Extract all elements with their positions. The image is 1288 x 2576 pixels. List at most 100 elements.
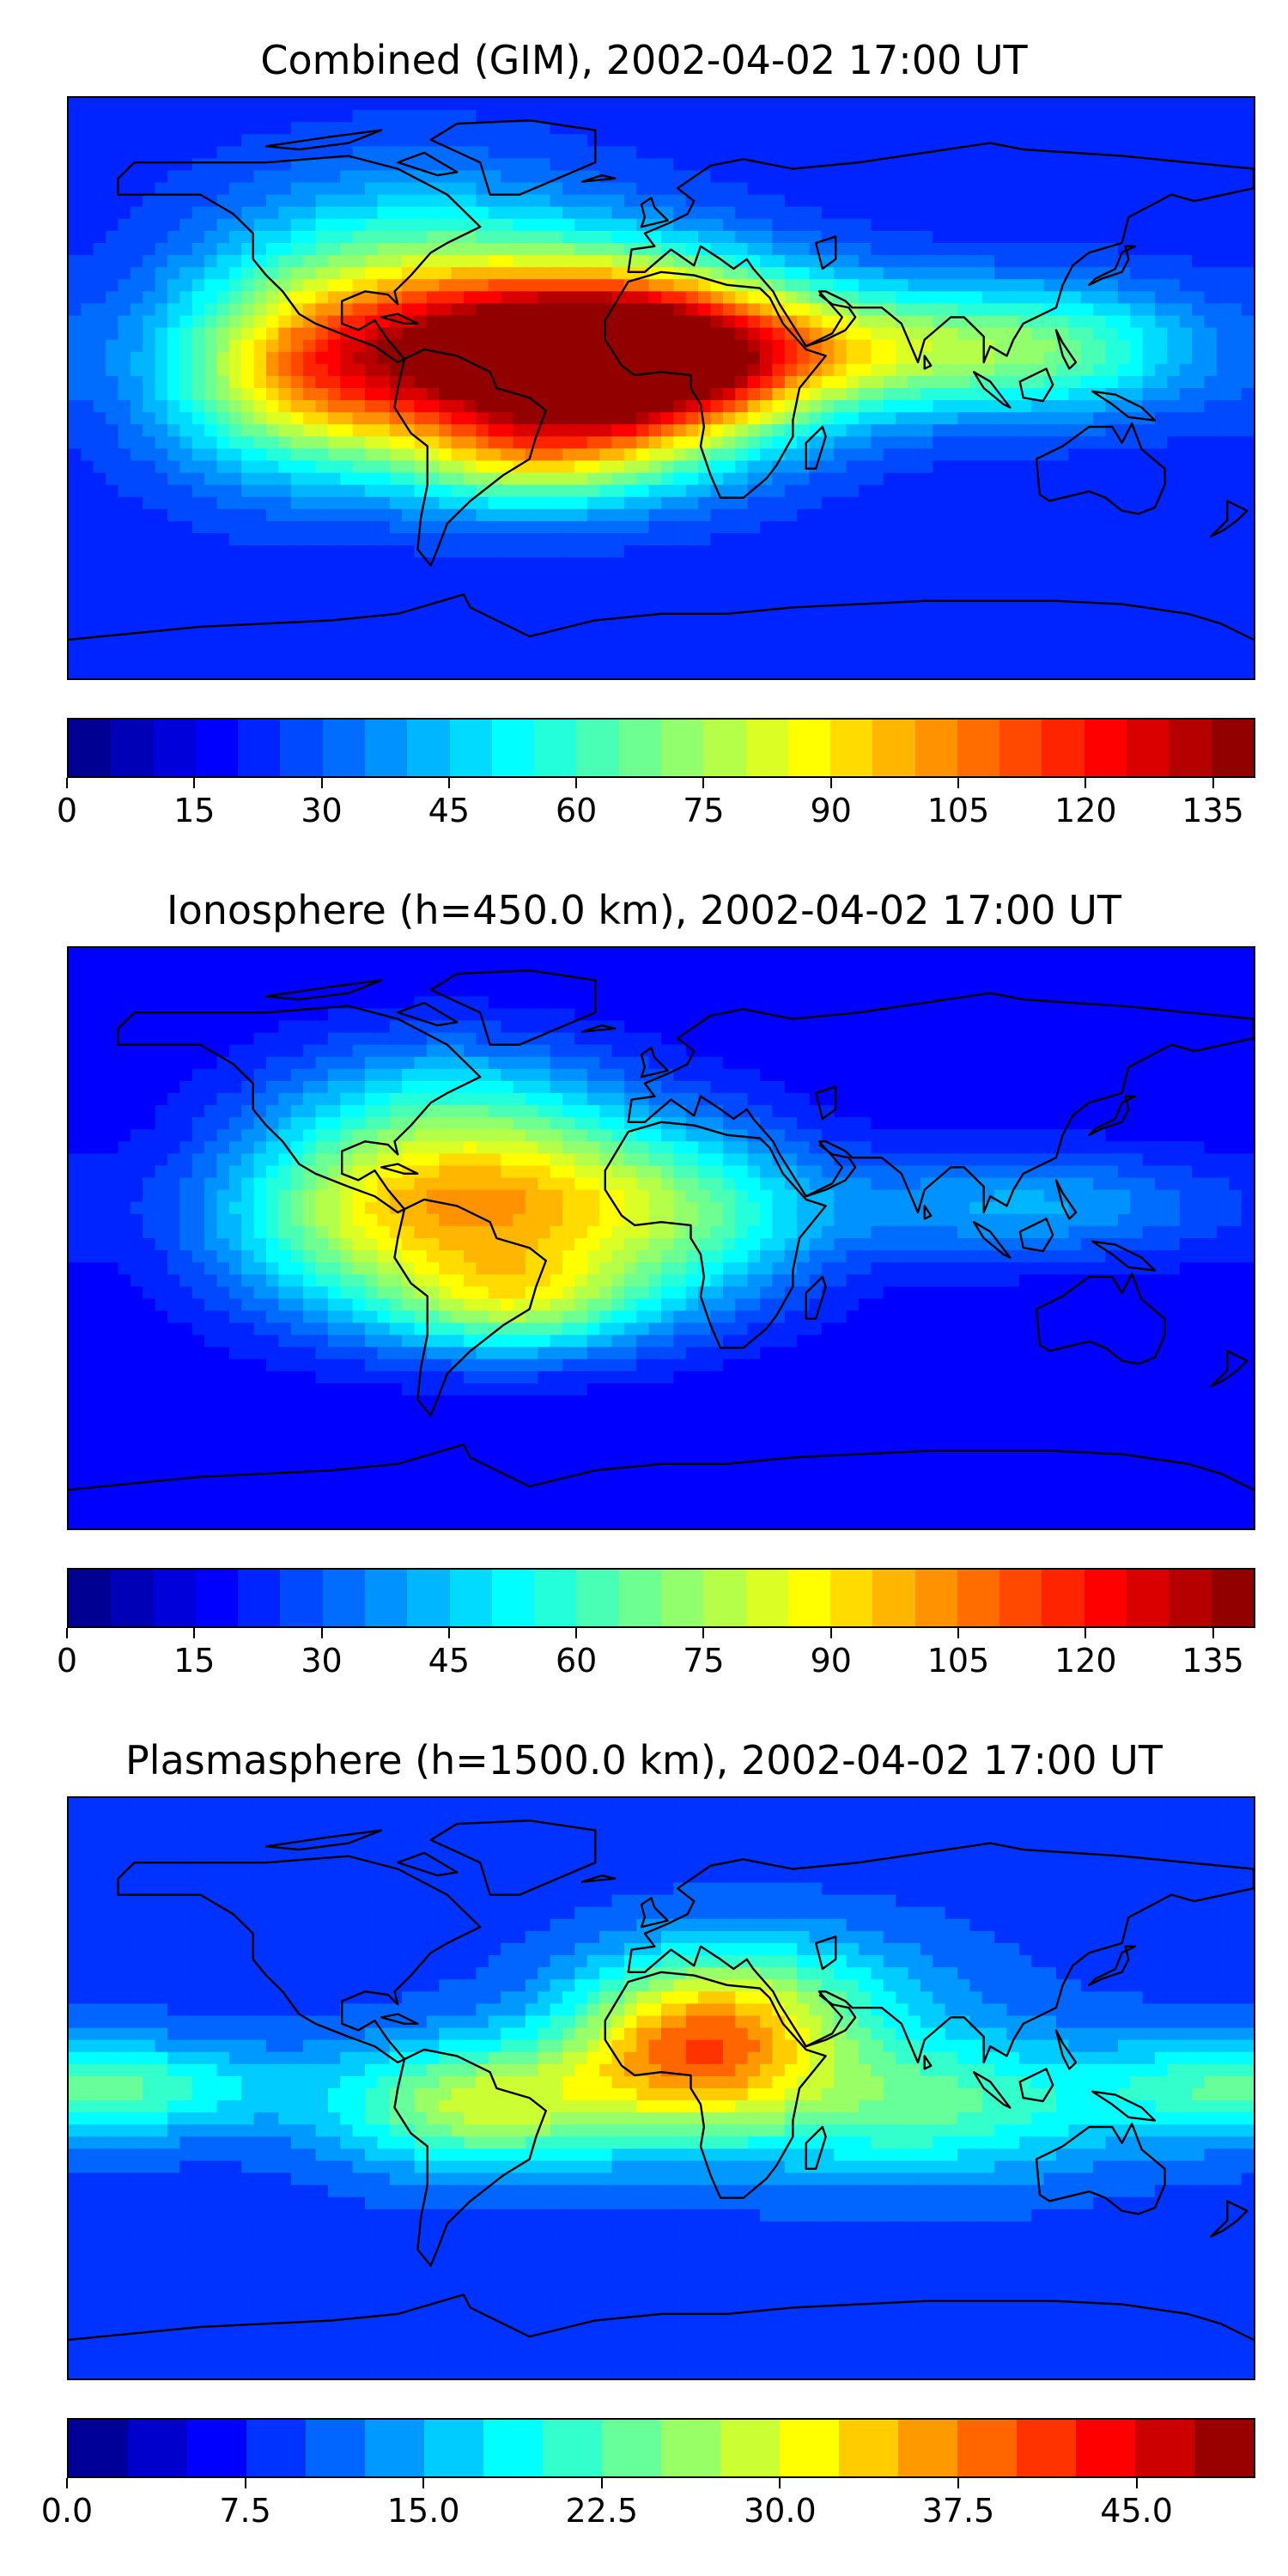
tec-cell: [747, 533, 761, 546]
colorbar-tick: [447, 778, 450, 788]
tec-cell: [896, 291, 909, 305]
tec-cell: [759, 557, 774, 571]
tec-cell: [513, 400, 526, 413]
tec-cell: [179, 339, 193, 353]
tec-cell: [278, 122, 292, 136]
tec-cell: [463, 327, 477, 341]
tec-cell: [463, 363, 477, 377]
tec-cell: [747, 641, 761, 655]
tec-cell: [538, 436, 551, 450]
tec-cell: [1179, 267, 1193, 281]
tec-cell: [797, 617, 811, 631]
tec-cell: [834, 960, 848, 973]
tec-cell: [685, 960, 699, 973]
tec-cell: [550, 255, 563, 268]
tec-cell: [1192, 230, 1206, 244]
tec-cell: [562, 448, 576, 462]
tec-cell: [525, 484, 539, 498]
tec-cell: [402, 472, 416, 486]
tec-cell: [315, 629, 329, 643]
tec-cell: [648, 315, 662, 329]
tec-cell: [896, 448, 909, 462]
tec-cell: [1192, 533, 1206, 546]
tec-cell: [402, 557, 416, 571]
tec-cell: [648, 508, 662, 522]
tec-cell: [710, 170, 724, 184]
tec-cell: [228, 243, 243, 256]
tec-cell: [1204, 134, 1218, 148]
tec-cell: [488, 948, 501, 961]
tec-cell: [1031, 170, 1045, 184]
tec-cell: [1117, 122, 1132, 136]
tec-cell: [451, 617, 465, 631]
tec-cell: [1179, 218, 1193, 232]
tec-cell: [241, 972, 255, 986]
tec-cell: [439, 194, 453, 208]
tec-cell: [402, 267, 416, 281]
tec-cell: [871, 363, 884, 377]
tec-cell: [1031, 448, 1045, 462]
tec-cell: [1006, 134, 1020, 148]
tec-cell: [969, 665, 983, 678]
tec-cell: [784, 98, 798, 111]
colorbar-swatch: [957, 720, 1000, 776]
coastline-iceland: [580, 173, 617, 183]
tec-cell: [191, 984, 205, 998]
tec-cell: [586, 255, 600, 268]
tec-cell: [488, 460, 501, 474]
tec-cell: [463, 400, 477, 413]
tec-cell: [266, 641, 280, 655]
tec-cell: [1241, 653, 1254, 667]
tec-cell: [648, 388, 662, 401]
tec-cell: [179, 134, 193, 148]
tec-cell: [118, 960, 131, 973]
tec-cell: [204, 605, 218, 619]
tec-cell: [1179, 339, 1193, 353]
tec-cell: [204, 255, 218, 268]
tec-cell: [426, 472, 440, 486]
tec-cell: [426, 110, 440, 123]
tec-cell: [143, 315, 156, 329]
tec-cell: [957, 218, 971, 232]
tec-cell: [759, 122, 774, 136]
tec-cell: [759, 194, 774, 208]
tec-cell: [352, 484, 366, 498]
tec-cell: [303, 388, 317, 401]
tec-cell: [1130, 496, 1144, 510]
tec-cell: [1192, 303, 1206, 317]
tec-cell: [106, 484, 119, 498]
colorbar-tick-label: 90: [810, 792, 852, 829]
tec-cell: [143, 279, 156, 293]
tec-cell: [1167, 641, 1181, 655]
tec-cell: [278, 243, 292, 256]
tec-cell: [1006, 363, 1020, 377]
tec-cell: [623, 122, 638, 136]
tec-cell: [759, 388, 774, 401]
tec-cell: [735, 158, 749, 172]
tec-cell: [550, 557, 563, 571]
tec-cell: [167, 122, 181, 136]
tec-cell: [179, 206, 193, 220]
tec-cell: [673, 110, 687, 123]
tec-cell: [735, 98, 749, 111]
tec-cell: [784, 291, 798, 305]
tec-cell: [389, 484, 403, 498]
tec-cell: [402, 653, 416, 667]
tec-cell: [957, 134, 971, 148]
tec-cell: [253, 665, 267, 678]
tec-cell: [747, 484, 761, 498]
tec-cell: [253, 400, 267, 413]
tec-cell: [1055, 520, 1070, 534]
tec-cell: [143, 557, 156, 571]
tec-cell: [661, 581, 675, 595]
tec-cell: [402, 206, 416, 220]
tec-cell: [945, 484, 958, 498]
tec-cell: [759, 363, 774, 377]
tec-cell: [266, 605, 280, 619]
tec-cell: [439, 424, 453, 438]
tec-cell: [969, 460, 983, 474]
tec-cell: [118, 339, 131, 353]
tec-cell: [846, 533, 860, 546]
tec-cell: [352, 218, 366, 232]
tec-cell: [1055, 98, 1070, 111]
